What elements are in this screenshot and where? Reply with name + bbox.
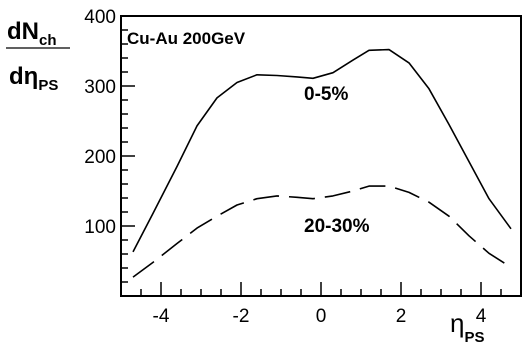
y-tick-label: 100 [84,217,116,238]
series-lines [132,48,512,278]
ylabel-numerator: dNch [7,18,57,49]
x-tick-label: 2 [396,306,407,327]
ylabel-denominator-sub: PS [38,77,58,94]
xlabel-sub: PS [464,329,484,346]
xlabel: ηPS [450,308,484,346]
ylabel-denominator-main: dη [9,63,38,90]
plot-frame [120,15,522,297]
x-tick-label: -2 [233,306,250,327]
series-line-20-30 [132,185,512,278]
chart-title: Cu-Au 200GeV [127,29,246,48]
chart-text: Cu-Au 200GeV 0-5% 20-30% dNch dηPS ηPS [6,18,484,346]
y-tick-label: 400 [84,7,116,28]
x-tick-label: 0 [316,306,327,327]
ylabel-denominator: dηPS [9,63,58,94]
series-line-0-5 [132,48,512,253]
x-tick-label: 4 [476,306,487,327]
ylabel-numerator-sub: ch [39,32,57,49]
xlabel-main: η [450,308,464,338]
ylabel-numerator-main: dN [7,18,39,45]
y-tick-label: 200 [84,147,116,168]
y-tick-label: 300 [84,77,116,98]
x-tick-label: -4 [153,306,170,327]
series-label-0-5: 0-5% [304,84,348,105]
series-label-20-30: 20-30% [304,216,370,237]
axes: 100 200 300 400 -4 -2 0 2 4 [84,7,522,327]
